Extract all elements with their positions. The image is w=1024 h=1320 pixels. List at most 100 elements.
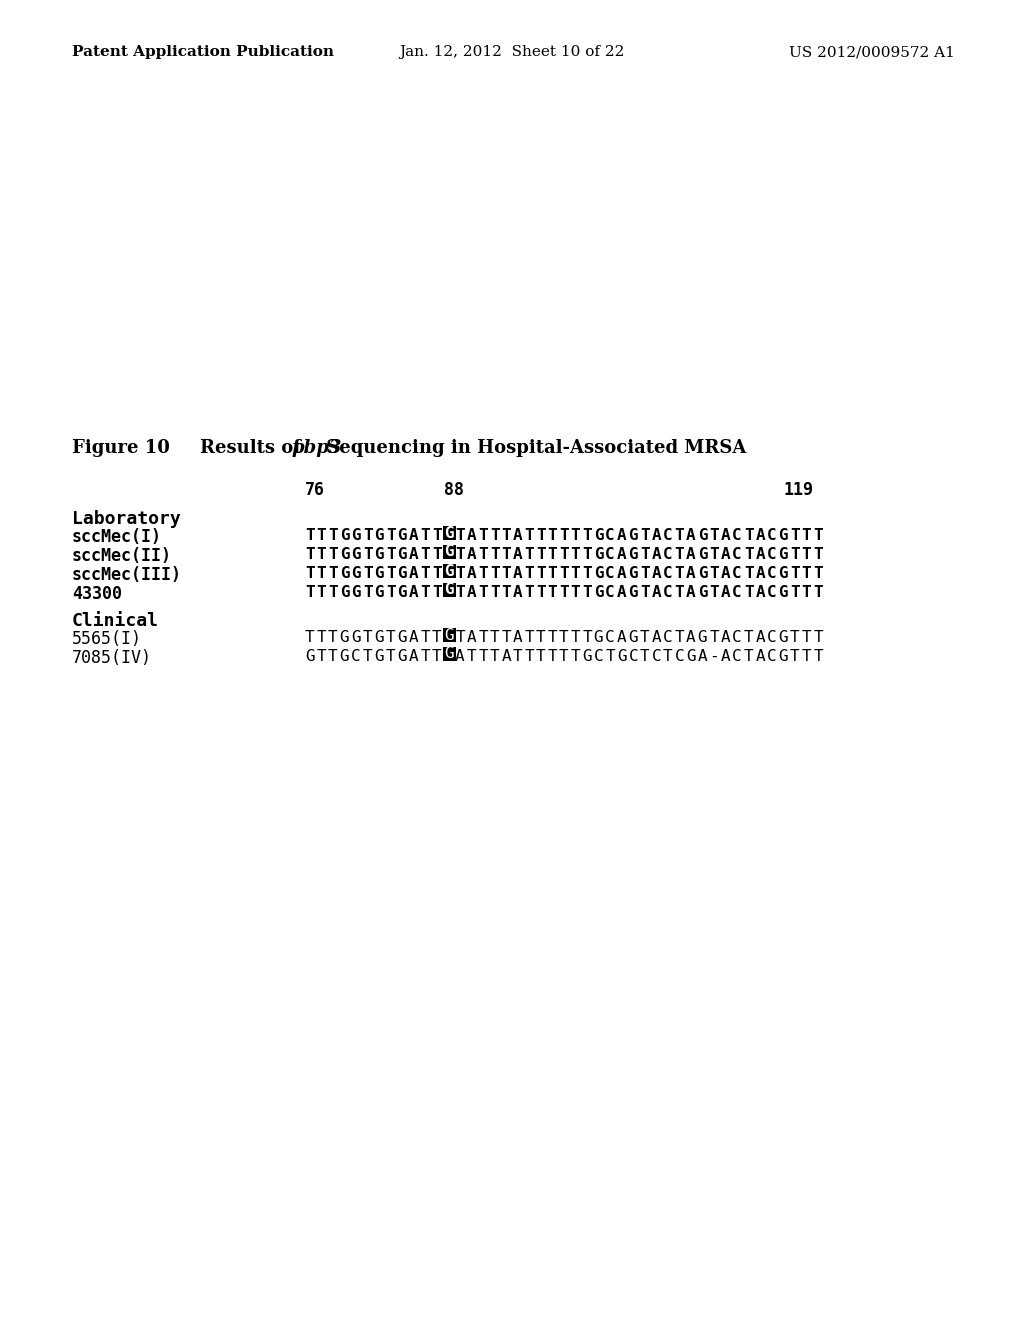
Text: C: C: [605, 630, 615, 645]
Text: T: T: [316, 566, 327, 581]
Text: T: T: [513, 649, 522, 664]
Text: A: A: [686, 585, 695, 601]
Text: A: A: [616, 566, 627, 581]
Text: T: T: [316, 585, 327, 601]
Text: G: G: [444, 647, 455, 661]
Text: T: T: [536, 528, 546, 543]
Text: T: T: [455, 546, 465, 562]
Text: T: T: [791, 528, 800, 543]
Text: C: C: [732, 566, 742, 581]
Text: T: T: [559, 649, 568, 664]
Text: T: T: [559, 546, 568, 562]
Text: G: G: [778, 566, 788, 581]
Text: T: T: [524, 546, 535, 562]
Text: G: G: [444, 627, 455, 643]
Text: T: T: [583, 630, 592, 645]
Text: A: A: [721, 566, 730, 581]
Text: G: G: [697, 630, 708, 645]
Text: T: T: [421, 585, 430, 601]
Text: T: T: [802, 630, 811, 645]
Text: T: T: [536, 649, 546, 664]
Text: T: T: [305, 546, 314, 562]
Text: G: G: [397, 649, 407, 664]
Text: T: T: [362, 630, 373, 645]
Text: T: T: [813, 546, 823, 562]
Text: C: C: [629, 649, 638, 664]
Text: A: A: [651, 546, 662, 562]
Text: T: T: [559, 585, 568, 601]
Text: A: A: [697, 649, 708, 664]
Text: T: T: [489, 649, 500, 664]
Text: C: C: [664, 546, 673, 562]
Text: T: T: [328, 566, 338, 581]
Text: G: G: [375, 630, 384, 645]
Text: G: G: [594, 566, 603, 581]
Text: A: A: [409, 546, 419, 562]
Text: G: G: [444, 582, 455, 598]
Text: T: T: [386, 649, 395, 664]
Text: A: A: [409, 585, 419, 601]
Text: G: G: [629, 528, 638, 543]
Text: T: T: [710, 528, 719, 543]
Text: sccMec(III): sccMec(III): [72, 566, 182, 583]
Text: T: T: [489, 528, 500, 543]
Text: T: T: [328, 585, 338, 601]
Text: T: T: [386, 528, 395, 543]
Text: G: G: [778, 649, 788, 664]
Text: A: A: [513, 528, 522, 543]
Text: T: T: [328, 630, 338, 645]
Text: C: C: [605, 546, 615, 562]
Text: T: T: [583, 528, 592, 543]
Text: A: A: [467, 528, 476, 543]
Text: T: T: [675, 546, 684, 562]
Text: C: C: [767, 649, 776, 664]
Text: A: A: [721, 585, 730, 601]
Text: T: T: [710, 630, 719, 645]
Text: T: T: [478, 585, 487, 601]
Text: T: T: [802, 546, 811, 562]
Text: G: G: [340, 528, 349, 543]
Text: T: T: [455, 528, 465, 543]
Text: G: G: [444, 564, 455, 578]
Text: T: T: [640, 546, 649, 562]
Bar: [443, 628, 456, 642]
Text: T: T: [743, 630, 754, 645]
Text: T: T: [813, 566, 823, 581]
Text: C: C: [767, 585, 776, 601]
Text: T: T: [548, 566, 557, 581]
Text: T: T: [640, 566, 649, 581]
Text: T: T: [791, 566, 800, 581]
Text: G: G: [397, 585, 407, 601]
Text: T: T: [570, 566, 581, 581]
Text: G: G: [375, 649, 384, 664]
Text: T: T: [362, 528, 373, 543]
Text: T: T: [583, 585, 592, 601]
Text: A: A: [513, 630, 522, 645]
Text: T: T: [328, 649, 338, 664]
Bar: [443, 525, 456, 540]
Text: T: T: [536, 546, 546, 562]
Text: T: T: [791, 630, 800, 645]
Text: T: T: [328, 546, 338, 562]
Text: T: T: [802, 585, 811, 601]
Text: T: T: [570, 630, 581, 645]
Text: T: T: [432, 566, 441, 581]
Text: T: T: [421, 649, 430, 664]
Text: T: T: [478, 566, 487, 581]
Text: G: G: [583, 649, 592, 664]
Text: T: T: [802, 528, 811, 543]
Text: C: C: [767, 566, 776, 581]
Text: T: T: [421, 528, 430, 543]
Text: C: C: [675, 649, 684, 664]
Text: T: T: [305, 585, 314, 601]
Text: T: T: [536, 585, 546, 601]
Text: T: T: [524, 528, 535, 543]
Text: T: T: [386, 546, 395, 562]
Text: G: G: [629, 585, 638, 601]
Text: A: A: [756, 528, 765, 543]
Text: 76: 76: [305, 480, 325, 499]
Text: T: T: [791, 546, 800, 562]
Text: T: T: [489, 546, 500, 562]
Text: C: C: [767, 546, 776, 562]
Text: T: T: [432, 630, 441, 645]
